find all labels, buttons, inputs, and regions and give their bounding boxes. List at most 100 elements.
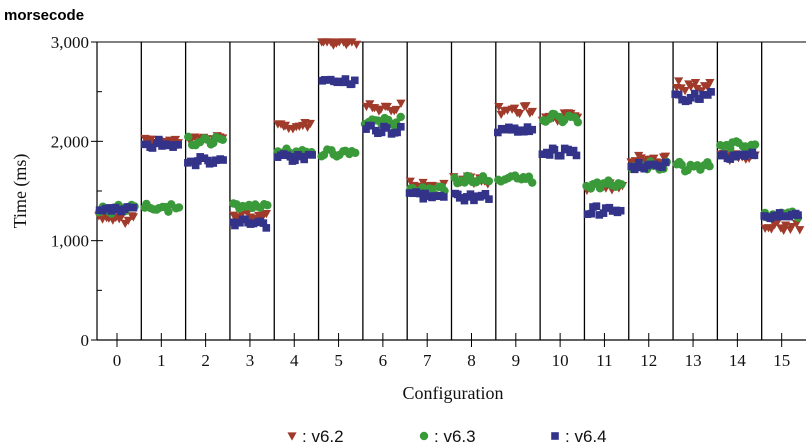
data-point: [237, 210, 247, 220]
legend-label-v6.3: : v6.3: [434, 427, 476, 446]
data-point: [218, 135, 227, 144]
y-axis: 0 1,000 2,000 3,000: [51, 33, 103, 350]
data-point: [595, 211, 604, 219]
data-point: [750, 140, 760, 149]
data-point: [550, 145, 559, 154]
data-point: [592, 202, 601, 210]
data-point: [599, 209, 608, 217]
x-tick-label: 15: [773, 351, 790, 370]
data-point: [661, 158, 670, 167]
data-point: [545, 151, 554, 159]
data-point: [194, 157, 202, 165]
x-axis-label: Configuration: [403, 383, 504, 403]
data-point: [494, 103, 504, 112]
data-point: [523, 123, 532, 131]
data-point: [471, 192, 480, 201]
data-point: [393, 128, 401, 137]
data-point: [184, 132, 193, 142]
data-point: [367, 121, 375, 130]
data-point: [587, 209, 596, 218]
data-point: [305, 119, 316, 129]
data-point: [686, 93, 695, 102]
x-tick-label: 6: [379, 351, 388, 370]
data-point: [616, 206, 625, 215]
legend-label-v6.4: : v6.4: [565, 427, 607, 446]
data-point: [527, 107, 537, 117]
data-point: [391, 105, 401, 115]
data-point: [347, 38, 357, 47]
x-tick-label: 10: [552, 351, 569, 370]
x-tick-label: 8: [467, 351, 476, 370]
data-point: [412, 188, 420, 196]
data-point: [699, 90, 707, 99]
legend: : v6.2: v6.3: v6.4: [287, 427, 607, 446]
data-point: [219, 156, 227, 164]
data-point: [481, 189, 490, 198]
data-point: [676, 84, 686, 93]
data-point: [382, 103, 392, 112]
data-point: [196, 153, 205, 161]
x-tick-label: 14: [729, 351, 747, 370]
data-point: [416, 189, 424, 198]
data-point: [510, 104, 520, 113]
data-point: [538, 150, 547, 158]
data-point: [705, 162, 714, 171]
data-point: [674, 77, 684, 86]
x-tick-label: 12: [640, 351, 657, 370]
data-point: [129, 203, 138, 212]
data-point: [690, 78, 701, 88]
data-point: [107, 207, 116, 215]
x-tick-label: 5: [334, 351, 343, 370]
data-point: [300, 155, 308, 164]
data-point: [155, 135, 163, 144]
data-point: [494, 128, 502, 137]
data-point: [527, 178, 537, 187]
data-point: [766, 214, 775, 223]
data-point: [726, 155, 735, 163]
x-tick-label: 0: [113, 351, 122, 370]
y-tick-label: 3,000: [51, 33, 89, 52]
data-point: [658, 163, 666, 171]
data-point: [405, 177, 415, 186]
data-point: [617, 180, 626, 189]
data-point: [123, 203, 132, 211]
data-point: [787, 222, 797, 232]
legend-marker-v6.2: [287, 432, 297, 441]
data-point: [556, 151, 565, 160]
x-axis: 0 1 2 3 4 5 6 7 8 9 10 11 12 13 14 15: [113, 333, 790, 370]
data-point: [382, 124, 391, 132]
x-tick-label: 7: [423, 351, 432, 370]
data-point: [396, 112, 405, 122]
data-point: [263, 201, 272, 210]
x-tick-label: 3: [246, 351, 255, 370]
data-point: [634, 158, 643, 167]
data-point: [460, 178, 469, 187]
data-point: [466, 190, 475, 198]
data-point: [485, 195, 493, 203]
data-point: [262, 224, 271, 232]
y-tick-label: 2,000: [51, 132, 89, 151]
data-point: [646, 160, 654, 169]
data-point: [470, 196, 478, 205]
data-point: [630, 165, 639, 174]
data-point: [690, 89, 699, 98]
data-point: [350, 76, 359, 85]
data-point: [573, 118, 583, 127]
data-point: [174, 141, 183, 149]
data-point: [660, 152, 671, 161]
data-point: [146, 135, 156, 144]
chart-title: morsecode: [4, 7, 84, 24]
data-point: [123, 216, 133, 225]
data-point: [351, 40, 362, 50]
data-point: [572, 151, 581, 160]
data-point: [187, 157, 195, 166]
legend-marker-v6.3: [419, 431, 429, 441]
data-point: [341, 75, 350, 83]
data-point: [741, 152, 749, 160]
data-point: [322, 76, 331, 84]
data-point: [308, 151, 316, 159]
data-point: [164, 207, 173, 216]
config-dividers: [140, 42, 763, 340]
data-point: [750, 151, 759, 160]
